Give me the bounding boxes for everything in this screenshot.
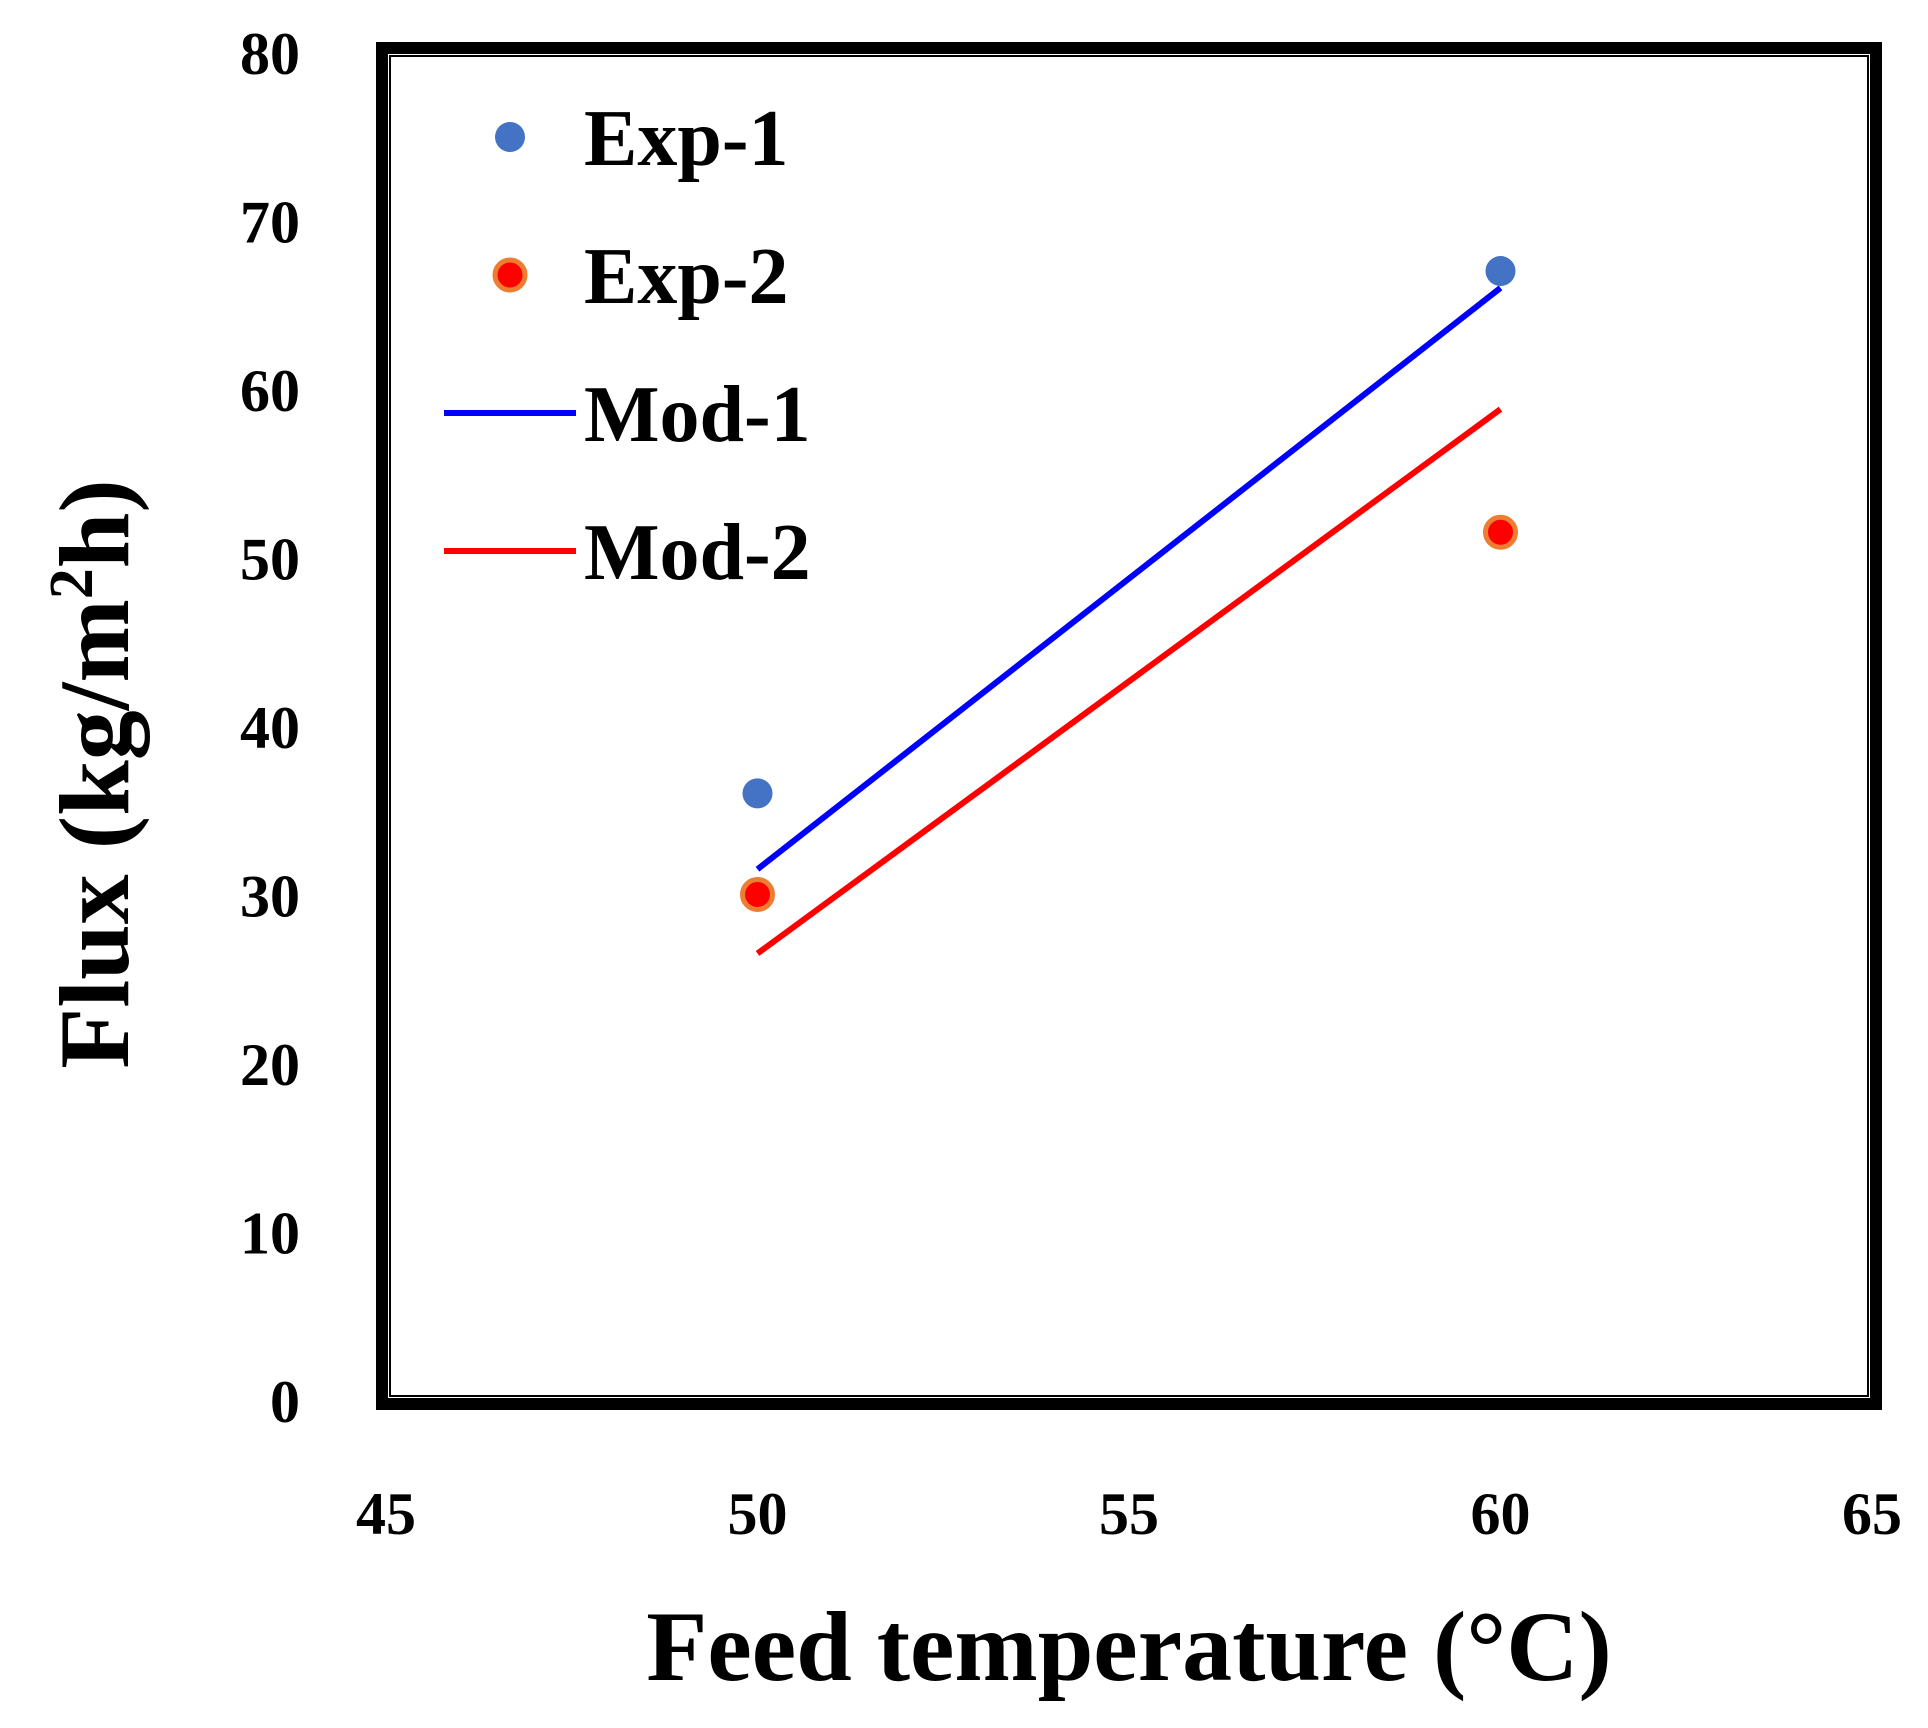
- data-point-exp-2: [740, 877, 775, 912]
- data-point-exp-1: [1485, 256, 1516, 287]
- y-axis-title-tail: h): [39, 479, 150, 568]
- x-axis-tick-labels: 45 50 55 60 65: [356, 1481, 1902, 1547]
- plot-marks: [740, 256, 1518, 956]
- y-axis-title-main: Flux (kg/m: [39, 599, 150, 1068]
- x-axis-title: Feed temperature (°C): [646, 1591, 1612, 1702]
- y-tick-label: 70: [240, 190, 300, 256]
- y-tick-label: 0: [270, 1369, 300, 1435]
- data-point-exp-1: [742, 778, 773, 809]
- legend-label: Exp-1: [584, 95, 789, 183]
- plot-frame: [376, 42, 1882, 1410]
- y-tick-label: 60: [240, 358, 300, 424]
- y-axis-tick-labels: 0 10 20 30 40 50 60 70 80: [240, 21, 300, 1435]
- y-tick-label: 10: [240, 1201, 300, 1267]
- x-tick-label: 60: [1471, 1481, 1531, 1547]
- legend-label: Mod-2: [584, 509, 811, 597]
- x-tick-label: 50: [728, 1481, 788, 1547]
- y-tick-label: 30: [240, 864, 300, 930]
- y-tick-label: 40: [240, 695, 300, 761]
- y-tick-label: 50: [240, 527, 300, 593]
- legend-label: Mod-1: [584, 371, 811, 459]
- legend: Exp-1 Exp-2 Mod-1 Mod-2: [444, 95, 811, 597]
- legend-marker-exp-1: [495, 122, 525, 152]
- x-tick-label: 45: [356, 1481, 416, 1547]
- y-axis-title-superscript: 2: [38, 568, 106, 599]
- series-line-mod-2: [755, 406, 1503, 956]
- x-tick-label: 65: [1842, 1481, 1902, 1547]
- series-line-mod-1: [755, 285, 1503, 872]
- y-axis-title: Flux (kg/m2h): [38, 479, 150, 1068]
- data-point-exp-2: [1483, 514, 1518, 550]
- legend-marker-exp-2: [492, 257, 528, 293]
- legend-label: Exp-2: [584, 233, 789, 321]
- y-tick-label: 20: [240, 1032, 300, 1098]
- y-tick-label: 80: [240, 21, 300, 87]
- x-tick-label: 55: [1099, 1481, 1159, 1547]
